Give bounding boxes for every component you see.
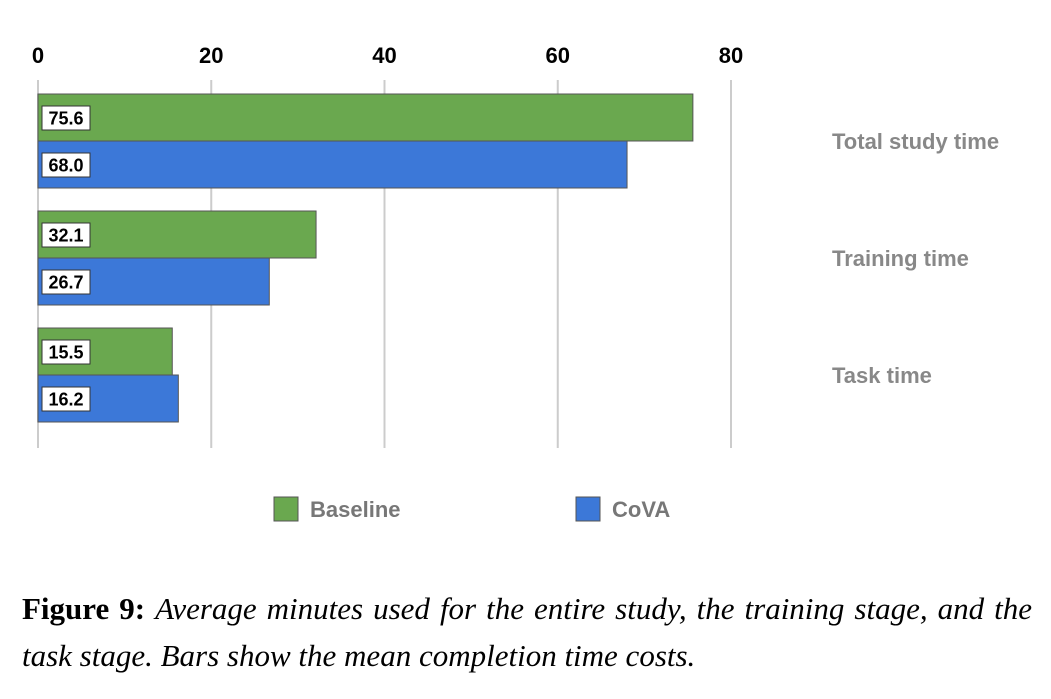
category-label: Training time <box>832 246 969 271</box>
caption-text: Average minutes used for the entire stud… <box>22 591 1033 673</box>
x-tick-label: 20 <box>199 43 223 68</box>
legend-label: Baseline <box>310 497 401 522</box>
bar-cova <box>37 140 628 189</box>
data-label: 15.5 <box>48 343 83 363</box>
x-tick-label: 60 <box>546 43 570 68</box>
data-label: 68.0 <box>48 156 83 176</box>
data-label-box <box>41 152 91 178</box>
x-tick-label: 80 <box>719 43 743 68</box>
data-label-box <box>41 339 91 365</box>
data-label: 75.6 <box>48 109 83 129</box>
caption-label: Figure 9: <box>22 591 146 626</box>
data-label: 16.2 <box>48 390 83 410</box>
bar-chart: 0 20 40 60 80 75.6 68.0 Total study time 32.1 26.… <box>32 43 999 522</box>
legend-label: CoVA <box>612 497 670 522</box>
bar-baseline <box>37 210 317 259</box>
data-label: 26.7 <box>48 273 83 293</box>
legend-swatch-baseline <box>273 496 299 522</box>
x-tick-label: 40 <box>372 43 396 68</box>
category-label: Total study time <box>832 129 999 154</box>
legend-swatch-cova <box>575 496 601 522</box>
figure-caption: Figure 9: Average minutes used for the e… <box>22 585 1032 679</box>
x-tick-label: 0 <box>32 43 44 68</box>
data-label-box <box>41 386 91 412</box>
data-label-box <box>41 105 91 131</box>
data-label-box <box>41 222 91 248</box>
category-label: Task time <box>832 363 932 388</box>
data-label-box <box>41 269 91 295</box>
bar-baseline <box>37 93 694 142</box>
data-label: 32.1 <box>48 226 83 246</box>
